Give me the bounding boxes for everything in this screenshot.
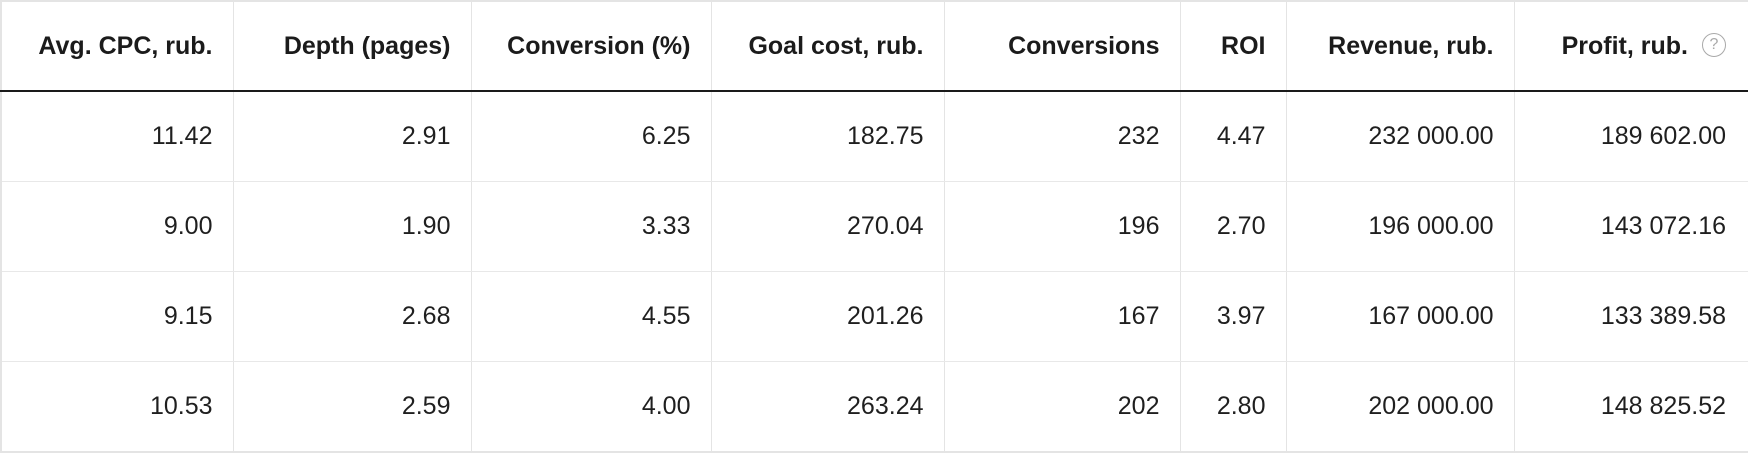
- cell-depth: 1.90: [232, 181, 471, 272]
- cell-depth: 2.59: [232, 361, 471, 453]
- column-header-profit-label: Profit, rub.: [1561, 31, 1688, 60]
- cell-goal-cost: 182.75: [710, 91, 944, 182]
- cell-avg-cpc: 9.15: [0, 271, 233, 362]
- column-header-goal-cost[interactable]: Goal cost, rub.: [710, 2, 944, 92]
- cell-profit: 189 602.00: [1513, 91, 1748, 182]
- cell-conversion-rate: 4.55: [470, 271, 711, 362]
- cell-conversions: 232: [943, 91, 1180, 182]
- cell-conversion-rate: 4.00: [470, 361, 711, 453]
- table-row: 10.53 2.59 4.00 263.24 202 2.80 202 000.…: [0, 361, 1748, 453]
- table-row: 9.00 1.90 3.33 270.04 196 2.70 196 000.0…: [0, 181, 1748, 272]
- cell-depth: 2.91: [232, 91, 471, 182]
- cell-goal-cost: 201.26: [710, 271, 944, 362]
- column-header-revenue[interactable]: Revenue, rub.: [1285, 2, 1514, 92]
- column-header-depth[interactable]: Depth (pages): [232, 2, 471, 92]
- cell-conversions: 167: [943, 271, 1180, 362]
- column-header-profit[interactable]: Profit, rub.?: [1513, 2, 1748, 92]
- cell-profit: 148 825.52: [1513, 361, 1748, 453]
- cell-revenue: 196 000.00: [1285, 181, 1514, 272]
- table-row: 9.15 2.68 4.55 201.26 167 3.97 167 000.0…: [0, 271, 1748, 362]
- cell-roi: 2.80: [1179, 361, 1286, 453]
- column-header-conversions[interactable]: Conversions: [943, 2, 1180, 92]
- cell-conversions: 202: [943, 361, 1180, 453]
- cell-revenue: 202 000.00: [1285, 361, 1514, 453]
- column-header-avg-cpc[interactable]: Avg. CPC, rub.: [0, 2, 233, 92]
- cell-avg-cpc: 10.53: [0, 361, 233, 453]
- cell-profit: 143 072.16: [1513, 181, 1748, 272]
- cell-revenue: 167 000.00: [1285, 271, 1514, 362]
- cell-depth: 2.68: [232, 271, 471, 362]
- column-header-conversion-rate[interactable]: Conversion (%): [470, 2, 711, 92]
- table-row: 11.42 2.91 6.25 182.75 232 4.47 232 000.…: [0, 91, 1748, 182]
- cell-avg-cpc: 9.00: [0, 181, 233, 272]
- cell-revenue: 232 000.00: [1285, 91, 1514, 182]
- question-circle-icon[interactable]: ?: [1702, 32, 1726, 57]
- cell-goal-cost: 270.04: [710, 181, 944, 272]
- cell-conversion-rate: 3.33: [470, 181, 711, 272]
- cell-roi: 4.47: [1179, 91, 1286, 182]
- cell-roi: 3.97: [1179, 271, 1286, 362]
- cell-conversions: 196: [943, 181, 1180, 272]
- table-header-row: Avg. CPC, rub. Depth (pages) Conversion …: [0, 2, 1748, 92]
- column-header-roi[interactable]: ROI: [1179, 2, 1286, 92]
- cell-conversion-rate: 6.25: [470, 91, 711, 182]
- cell-avg-cpc: 11.42: [0, 91, 233, 182]
- cell-goal-cost: 263.24: [710, 361, 944, 453]
- cell-profit: 133 389.58: [1513, 271, 1748, 362]
- cell-roi: 2.70: [1179, 181, 1286, 272]
